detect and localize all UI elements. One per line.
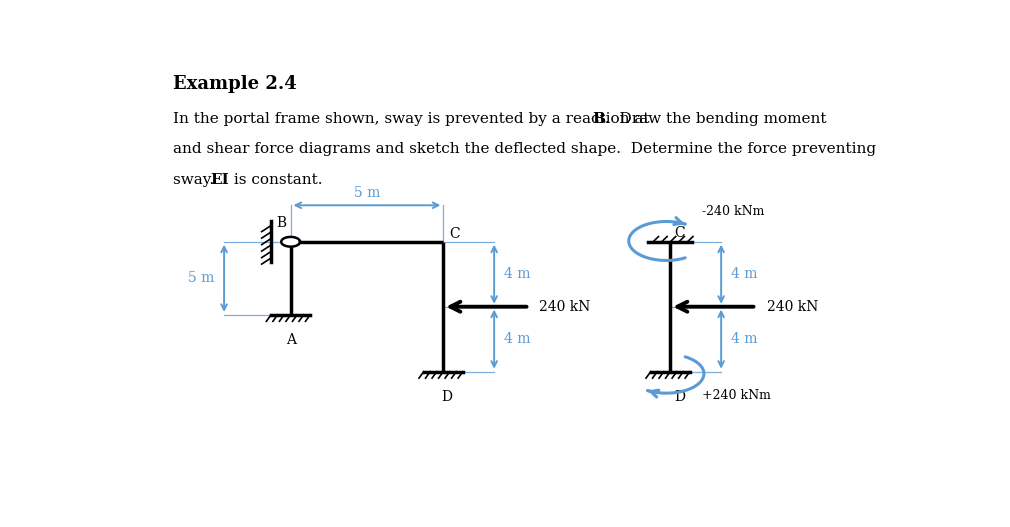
Text: is constant.: is constant.: [229, 173, 322, 187]
Text: 240 kN: 240 kN: [538, 300, 590, 314]
Text: C: C: [449, 227, 461, 240]
Text: B: B: [592, 112, 605, 126]
Text: D: D: [675, 390, 685, 404]
Text: sway.: sway.: [174, 173, 224, 187]
Text: 240 kN: 240 kN: [767, 300, 818, 314]
Text: In the portal frame shown, sway is prevented by a reaction at: In the portal frame shown, sway is preve…: [174, 112, 654, 126]
Polygon shape: [281, 237, 300, 247]
Text: 5 m: 5 m: [188, 271, 215, 285]
Text: 5 m: 5 m: [354, 187, 380, 200]
Text: -240 kNm: -240 kNm: [702, 205, 764, 218]
Text: .  Draw the bending moment: . Draw the bending moment: [605, 112, 827, 126]
Text: +240 kNm: +240 kNm: [702, 389, 771, 403]
Text: 4 m: 4 m: [504, 332, 530, 346]
Text: B: B: [277, 216, 287, 230]
Text: 4 m: 4 m: [730, 267, 758, 281]
Text: and shear force diagrams and sketch the deflected shape.  Determine the force pr: and shear force diagrams and sketch the …: [174, 142, 877, 157]
Text: 4 m: 4 m: [730, 332, 758, 346]
Text: A: A: [286, 333, 296, 347]
Text: D: D: [441, 390, 452, 404]
Text: 4 m: 4 m: [504, 267, 530, 281]
Text: Example 2.4: Example 2.4: [174, 75, 297, 93]
Text: C: C: [675, 226, 685, 240]
Text: EI: EI: [210, 173, 228, 187]
